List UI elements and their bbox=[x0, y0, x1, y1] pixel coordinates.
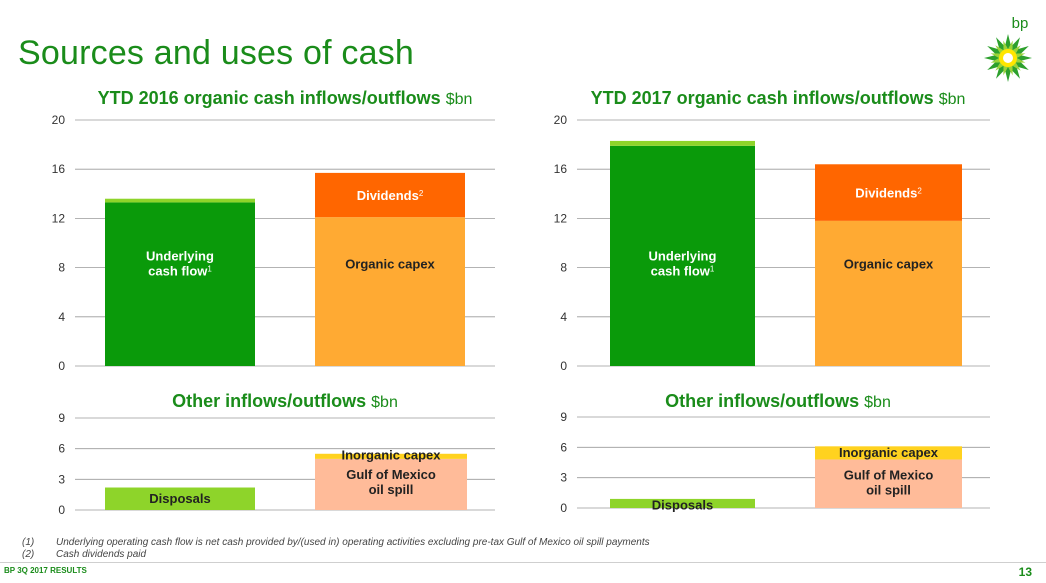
bar-segment bbox=[315, 217, 465, 366]
bar-label: Underlying cash flow1 bbox=[146, 249, 214, 279]
bar-label-line: Organic capex bbox=[844, 257, 934, 272]
bar-label-line: Inorganic capex bbox=[342, 447, 442, 462]
bar-label: Dividends2 bbox=[357, 188, 424, 203]
bar-label-line: Disposals bbox=[149, 491, 210, 506]
y-tick-label: 0 bbox=[560, 501, 567, 515]
bp-logo: bp bbox=[984, 15, 1032, 82]
y-tick-label: 4 bbox=[58, 310, 65, 324]
bar-segment bbox=[610, 145, 755, 366]
bar-segment bbox=[610, 140, 755, 146]
y-tick-label: 3 bbox=[560, 471, 567, 485]
footnote-number: (2) bbox=[22, 549, 35, 560]
bar-segment bbox=[105, 487, 255, 510]
y-tick-label: 6 bbox=[560, 440, 567, 454]
y-tick-label: 16 bbox=[554, 162, 568, 176]
footnotes: (1) Underlying operating cash flow is ne… bbox=[22, 537, 650, 561]
y-tick-label: 8 bbox=[58, 261, 65, 275]
bar-label-line: Inorganic capex bbox=[839, 445, 939, 460]
bar-label: Inorganic capex bbox=[342, 447, 442, 462]
bar-label-line: Gulf of Mexico bbox=[844, 467, 934, 482]
chart-unit: $bn bbox=[446, 91, 473, 108]
helios-icon bbox=[984, 34, 1032, 82]
chart-title: YTD 2017 organic cash inflows/outflows $… bbox=[591, 88, 966, 108]
y-tick-label: 20 bbox=[52, 113, 66, 127]
footer-label: BP 3Q 2017 RESULTS bbox=[4, 566, 87, 575]
bar-label: Disposals bbox=[149, 491, 210, 506]
bar-label-line: Disposals bbox=[652, 497, 713, 512]
y-tick-label: 9 bbox=[58, 411, 65, 425]
bar-label-line: Underlying bbox=[649, 249, 717, 264]
chart-unit: $bn bbox=[371, 394, 398, 411]
bar-label: Gulf of Mexico oil spill bbox=[346, 467, 436, 497]
bar-label: Underlying cash flow1 bbox=[649, 249, 717, 279]
bar-segment bbox=[105, 198, 255, 203]
footnote-ref: 1 bbox=[710, 264, 715, 273]
y-tick-label: 0 bbox=[58, 359, 65, 373]
footnote-ref: 2 bbox=[419, 189, 424, 198]
bar-segment bbox=[610, 498, 755, 508]
y-tick-label: 9 bbox=[560, 410, 567, 424]
bar-label-line: oil spill bbox=[369, 482, 414, 497]
bar-segment bbox=[315, 458, 467, 510]
bar-label-line: Underlying bbox=[146, 249, 214, 264]
chart-unit: $bn bbox=[864, 394, 891, 411]
bar-segment bbox=[315, 172, 465, 218]
bar-label-line: oil spill bbox=[866, 482, 911, 497]
bp-logo-text: bp bbox=[1012, 15, 1029, 32]
footnote-1: (1) Underlying operating cash flow is ne… bbox=[22, 537, 650, 549]
bar-segment bbox=[815, 459, 962, 508]
footnote-text: Cash dividends paid bbox=[56, 549, 147, 560]
footnote-number: (1) bbox=[22, 537, 35, 548]
y-tick-label: 16 bbox=[52, 162, 66, 176]
bar-segment bbox=[815, 220, 962, 366]
bar-segment bbox=[315, 453, 467, 459]
page-title: Sources and uses of cash bbox=[18, 34, 415, 72]
chart-title: YTD 2016 organic cash inflows/outflows $… bbox=[98, 88, 473, 108]
chart-title: Other inflows/outflows $bn bbox=[172, 391, 398, 411]
bar-label: Disposals bbox=[652, 497, 713, 512]
y-tick-label: 8 bbox=[560, 261, 567, 275]
y-tick-label: 3 bbox=[58, 472, 65, 486]
bar-label: Inorganic capex bbox=[839, 445, 939, 460]
bar-label: Organic capex bbox=[345, 257, 435, 272]
bar-label-line: Dividends bbox=[855, 186, 917, 201]
y-tick-label: 12 bbox=[554, 211, 568, 225]
bar-label-line: cash flow bbox=[148, 264, 208, 279]
y-tick-label: 0 bbox=[560, 359, 567, 373]
footer-divider bbox=[0, 562, 1046, 563]
bar-label: Dividends2 bbox=[855, 186, 922, 201]
bar-label-line: Gulf of Mexico bbox=[346, 467, 436, 482]
y-tick-label: 12 bbox=[52, 211, 66, 225]
y-tick-label: 6 bbox=[58, 442, 65, 456]
bar-label: Organic capex bbox=[844, 257, 934, 272]
bar-segment bbox=[105, 202, 255, 366]
footnote-ref: 1 bbox=[207, 264, 212, 273]
chart-unit: $bn bbox=[939, 91, 966, 108]
bar-label-line: Organic capex bbox=[345, 257, 435, 272]
footnote-2: (2) Cash dividends paid bbox=[22, 549, 650, 561]
bar-segment bbox=[815, 164, 962, 221]
bar-segment bbox=[815, 446, 962, 460]
chart-title: Other inflows/outflows $bn bbox=[665, 391, 891, 411]
bar-label: Gulf of Mexico oil spill bbox=[844, 467, 934, 497]
bar-label-line: cash flow bbox=[651, 264, 711, 279]
footnote-ref: 2 bbox=[917, 186, 922, 195]
y-tick-label: 20 bbox=[554, 113, 568, 127]
page-number: 13 bbox=[1018, 565, 1032, 579]
y-tick-label: 0 bbox=[58, 503, 65, 517]
footnote-text: Underlying operating cash flow is net ca… bbox=[56, 537, 650, 548]
bar-label-line: Dividends bbox=[357, 188, 419, 203]
y-tick-label: 4 bbox=[560, 310, 567, 324]
